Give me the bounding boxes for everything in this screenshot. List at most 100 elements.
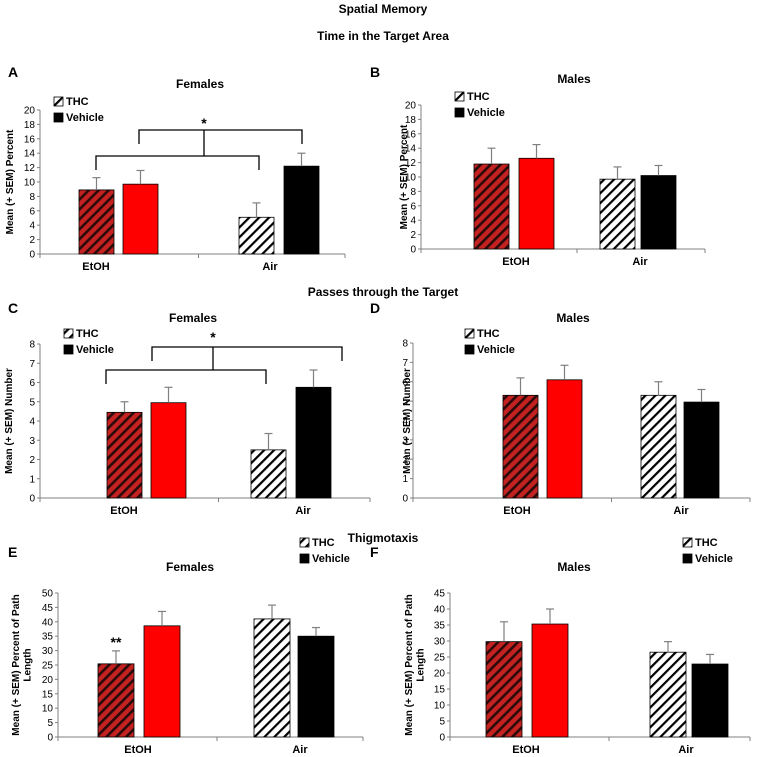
bar-etoh-vehicle — [518, 157, 555, 250]
y-tick-label: 0 — [47, 733, 53, 744]
bar-etoh-thc — [78, 189, 115, 255]
section-title-passes: Passes through the Target — [308, 285, 458, 299]
panel-f: F Males Mean (+ SEM) Percent of PathLength… — [370, 537, 751, 756]
y-tick-label: 15 — [434, 685, 446, 696]
y-tick-label: 14 — [405, 144, 417, 155]
y-tick-label: 4 — [402, 416, 408, 427]
y-tick-label: 8 — [410, 187, 416, 198]
y-tick-label: 1 — [29, 474, 35, 485]
legend-label-vehicle: Vehicle — [477, 344, 515, 356]
y-axis-label: Mean (+ SEM) Percent — [399, 124, 410, 229]
panel-title: Males — [556, 311, 590, 325]
y-tick-label: 16 — [24, 134, 36, 145]
panel-d: D Males Mean (+ SEM) Number 0 1 2 3 4 5 6 7 8 EtOH Ai… — [370, 300, 751, 517]
y-axis-label: Mean (+ SEM) Percent — [5, 129, 16, 234]
x-category-label: Air — [678, 744, 694, 756]
y-tick-label: 1 — [402, 474, 408, 485]
legend-swatch-vehicle — [63, 344, 74, 355]
significance-bracket-lower — [105, 369, 267, 384]
y-tick-label: 20 — [24, 106, 36, 117]
y-tick-label: 50 — [42, 589, 54, 600]
y-tick-label: 7 — [29, 359, 35, 370]
legend-swatch-vehicle — [53, 112, 64, 123]
y-tick-label: 18 — [405, 115, 417, 126]
y-tick-label: 0 — [29, 250, 35, 261]
panel-letter: E — [8, 544, 17, 560]
legend-label-vehicle: Vehicle — [76, 344, 114, 356]
legend-label-thc: THC — [76, 328, 99, 340]
y-axis-label: Mean (+ SEM) Number — [402, 368, 413, 474]
y-tick-label: 0 — [410, 245, 416, 256]
bar-etoh-vehicle — [150, 402, 187, 499]
x-category-label: Air — [295, 505, 311, 517]
y-tick-label: 0 — [29, 494, 35, 505]
bar-air-thc — [599, 178, 636, 250]
panel-title: Females — [169, 311, 217, 325]
bar-etoh-thc — [473, 163, 510, 250]
y-tick-label: 8 — [29, 340, 35, 351]
bar-air-vehicle — [691, 663, 729, 738]
y-tick-label: 35 — [434, 621, 446, 632]
legend-swatch-thc — [682, 537, 693, 548]
x-category-label: EtOH — [503, 505, 531, 517]
bar-etoh-thc — [106, 411, 143, 499]
panel-title: Males — [557, 72, 591, 86]
legend-swatch-vehicle — [682, 553, 693, 564]
y-tick-label: 14 — [24, 149, 36, 160]
y-tick-label: 4 — [410, 216, 416, 227]
legend-label-thc: THC — [477, 328, 500, 340]
significance-label: ** — [111, 634, 122, 650]
legend-swatch-thc — [299, 537, 310, 548]
legend-label-thc: THC — [312, 537, 335, 549]
x-category-label: Air — [262, 261, 278, 273]
bar-air-thc — [640, 394, 677, 499]
bar-air-vehicle — [640, 175, 677, 250]
legend-label-vehicle: Vehicle — [66, 112, 104, 124]
significance-bracket-upper — [138, 129, 303, 144]
bar-air-vehicle — [295, 386, 332, 499]
x-category-label: Air — [673, 505, 689, 517]
y-tick-label: 20 — [434, 669, 446, 680]
y-tick-label: 8 — [29, 192, 35, 203]
legend-swatch-vehicle — [464, 344, 475, 355]
x-category-label: Air — [632, 256, 648, 268]
y-tick-label: 25 — [434, 653, 446, 664]
section-title-target-time: Time in the Target Area — [317, 29, 449, 43]
y-tick-label: 3 — [29, 436, 35, 447]
significance-star: * — [201, 115, 207, 131]
y-tick-label: 30 — [42, 646, 54, 657]
y-tick-label: 16 — [405, 129, 417, 140]
y-tick-label: 20 — [405, 101, 417, 112]
bar-air-vehicle — [683, 401, 720, 499]
panel-title: Females — [166, 560, 214, 574]
y-tick-label: 40 — [434, 605, 446, 616]
panel-e: E Females Mean (+ SEM) Percent of PathLeng… — [8, 537, 364, 756]
legend-label-vehicle: Vehicle — [467, 107, 505, 119]
bar-air-thc — [250, 449, 287, 499]
legend-label-thc: THC — [467, 91, 490, 103]
y-tick-label: 6 — [410, 201, 416, 212]
y-tick-label: 10 — [405, 173, 417, 184]
legend-swatch-vehicle — [454, 107, 465, 118]
legend-label-vehicle: Vehicle — [312, 553, 350, 565]
panel-letter: A — [8, 64, 18, 80]
legend-label-vehicle: Vehicle — [695, 553, 733, 565]
x-category-label: EtOH — [110, 505, 138, 517]
panel-b: B Males Mean (+ SEM) Percent 0 2 4 6 8 10 12 14 16 1… — [370, 64, 706, 268]
y-tick-label: 30 — [434, 637, 446, 648]
panel-letter: D — [370, 300, 380, 316]
y-tick-label: 35 — [42, 632, 54, 643]
y-tick-label: 5 — [47, 718, 53, 729]
y-tick-label: 3 — [402, 435, 408, 446]
bar-air-vehicle — [297, 635, 335, 738]
y-tick-label: 4 — [29, 417, 35, 428]
bar-air-vehicle — [283, 165, 320, 255]
x-category-label: EtOH — [512, 744, 540, 756]
panel-title: Females — [176, 77, 224, 91]
y-tick-label: 45 — [434, 589, 446, 600]
bar-etoh-thc — [502, 394, 539, 499]
y-tick-label: 6 — [402, 377, 408, 388]
y-axis-label: Mean (+ SEM) Number — [4, 368, 15, 474]
bar-etoh-vehicle — [143, 625, 181, 738]
y-tick-label: 10 — [434, 701, 446, 712]
